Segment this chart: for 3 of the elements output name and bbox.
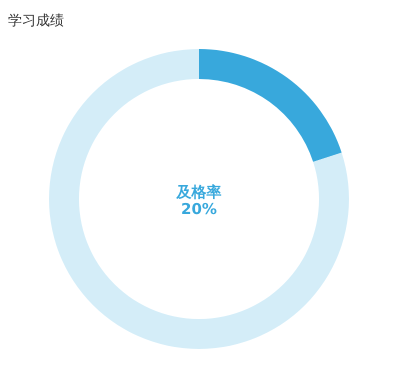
center-category: 及格率 [176, 183, 222, 201]
title: 学习成绩 [8, 13, 64, 29]
center-value: 20% [181, 200, 217, 218]
